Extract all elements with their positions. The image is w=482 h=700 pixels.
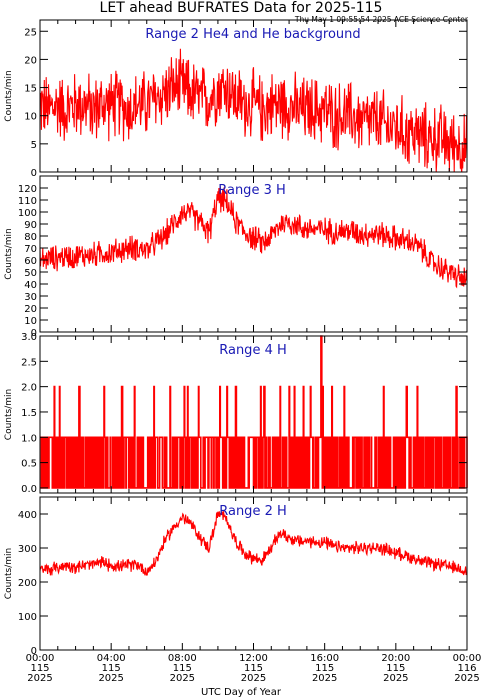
data-series-line bbox=[39, 48, 468, 173]
y-tick-label: 0.5 bbox=[21, 459, 37, 470]
x-tick-label-day: 115 bbox=[244, 663, 263, 674]
y-tick-label: 2.0 bbox=[21, 383, 37, 394]
y-tick-label: 50 bbox=[24, 268, 37, 279]
y-axis-label: Counts/min bbox=[4, 228, 14, 279]
panel-label: Range 2 He4 and He background bbox=[145, 27, 360, 42]
x-tick-label-year: 2025 bbox=[241, 673, 266, 684]
y-tick-label: 0.0 bbox=[21, 484, 37, 495]
y-tick-label: 100 bbox=[18, 208, 37, 219]
x-tick-label-year: 2025 bbox=[170, 673, 195, 684]
x-tick-label-time: 04:00 bbox=[97, 653, 126, 664]
y-tick-label: 10 bbox=[24, 112, 37, 123]
y-tick-label: 80 bbox=[24, 232, 37, 243]
x-tick-label-year: 2025 bbox=[383, 673, 408, 684]
y-tick-label: 20 bbox=[24, 304, 37, 315]
panel-label: Range 2 H bbox=[219, 504, 287, 519]
y-axis-label: Counts/min bbox=[4, 548, 14, 599]
y-tick-label: 3.0 bbox=[21, 332, 37, 343]
y-tick-label: 300 bbox=[18, 544, 37, 555]
y-tick-label: 10 bbox=[24, 316, 37, 327]
y-tick-label: 0 bbox=[31, 168, 37, 179]
x-tick-label-time: 12:00 bbox=[239, 653, 268, 664]
y-tick-label: 70 bbox=[24, 244, 37, 255]
y-tick-label: 90 bbox=[24, 220, 37, 231]
y-tick-label: 200 bbox=[18, 578, 37, 589]
x-tick-label-time: 16:00 bbox=[310, 653, 339, 664]
x-tick-label-time: 20:00 bbox=[381, 653, 410, 664]
y-tick-label: 20 bbox=[24, 55, 37, 66]
y-tick-label: 0 bbox=[31, 328, 37, 339]
data-series-line bbox=[40, 335, 468, 489]
y-axis-label: Counts/min bbox=[4, 70, 14, 121]
panel-frame bbox=[39, 496, 468, 651]
y-tick-label: 15 bbox=[24, 84, 37, 95]
x-tick-label-day: 115 bbox=[315, 663, 334, 674]
x-tick-label-year: 2025 bbox=[98, 673, 123, 684]
y-tick-label: 0 bbox=[31, 646, 37, 657]
data-series-line bbox=[39, 511, 468, 576]
y-tick-label: 400 bbox=[18, 510, 37, 521]
y-tick-label: 110 bbox=[18, 196, 37, 207]
x-tick-label-day: 115 bbox=[386, 663, 405, 674]
y-tick-label: 25 bbox=[24, 27, 37, 38]
chart-title: LET ahead BUFRATES Data for 2025-115 bbox=[99, 0, 383, 16]
y-axis-label: Counts/min bbox=[4, 389, 14, 440]
x-axis-label: UTC Day of Year bbox=[201, 687, 281, 698]
y-tick-label: 5 bbox=[31, 140, 37, 151]
x-tick-label-time: 08:00 bbox=[168, 653, 197, 664]
x-tick-label-year: 2025 bbox=[312, 673, 337, 684]
x-tick-label-day: 116 bbox=[457, 663, 476, 674]
x-tick-label-day: 115 bbox=[102, 663, 121, 674]
data-series-line bbox=[39, 186, 468, 289]
y-tick-label: 1.0 bbox=[21, 433, 37, 444]
x-tick-label-year: 2025 bbox=[27, 673, 52, 684]
x-tick-label-time: 00:00 bbox=[26, 653, 55, 664]
y-tick-label: 1.5 bbox=[21, 408, 37, 419]
y-tick-label: 30 bbox=[24, 292, 37, 303]
y-tick-label: 60 bbox=[24, 256, 37, 267]
panel-label: Range 3 H bbox=[218, 183, 286, 198]
y-tick-label: 120 bbox=[18, 184, 37, 195]
x-tick-label-year: 2025 bbox=[454, 673, 479, 684]
x-tick-label-time: 00:00 bbox=[453, 653, 482, 664]
y-tick-label: 40 bbox=[24, 280, 37, 291]
x-tick-label-day: 115 bbox=[173, 663, 192, 674]
panel-frame bbox=[39, 175, 468, 333]
panel-label: Range 4 H bbox=[219, 343, 287, 358]
y-tick-label: 100 bbox=[18, 612, 37, 623]
x-tick-label-day: 115 bbox=[30, 663, 49, 674]
y-tick-label: 2.5 bbox=[21, 357, 37, 368]
